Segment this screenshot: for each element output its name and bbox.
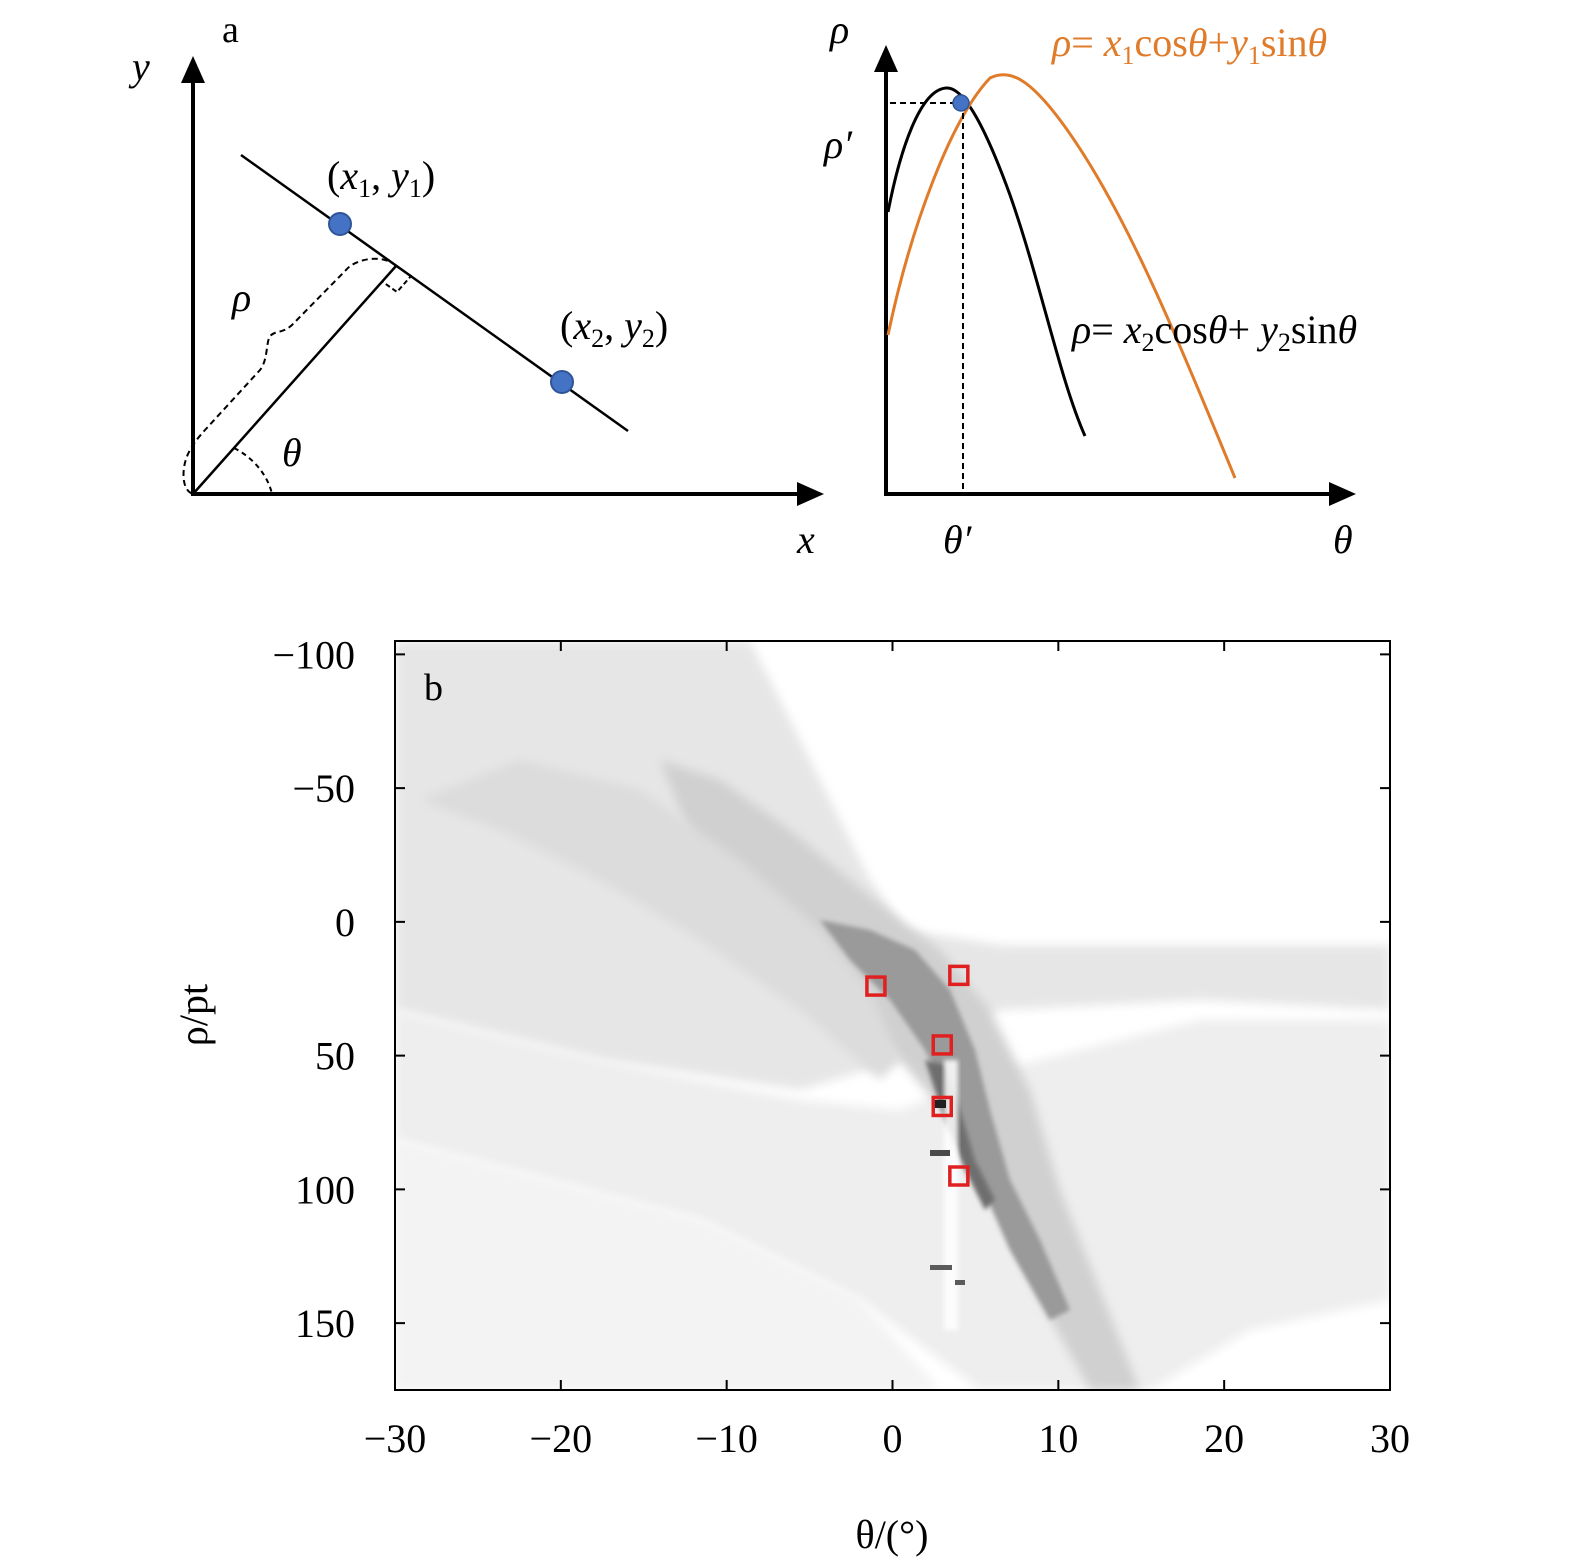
y-tick-label: 0 [335, 900, 355, 945]
y-tick-label: −100 [272, 632, 355, 677]
heatmap-intensity [395, 641, 1390, 1390]
x-axis-arrow-icon [797, 482, 824, 506]
heatmap-peak-spot [955, 1280, 965, 1285]
heatmap-gap [944, 1060, 958, 1330]
heatmap-peak-spot [932, 1100, 946, 1108]
peak-marker [931, 1034, 953, 1056]
x-tick-label: −10 [695, 1416, 758, 1461]
y-tick-label: 100 [295, 1167, 355, 1212]
intersection-marker [952, 94, 970, 112]
heatmap-peak-spot [930, 1265, 952, 1270]
point-1-marker [328, 212, 352, 236]
rho-prime-label: ρ′ [822, 122, 853, 167]
point-1-label: (x1, y1) [327, 153, 435, 203]
theta-axis-label: θ [1333, 517, 1353, 562]
peak-marker [948, 964, 970, 987]
point-2-label: (x2, y2) [560, 303, 668, 353]
x-tick-label: −20 [530, 1416, 593, 1461]
theta-label: θ [282, 430, 302, 475]
panel-a-label: a [222, 9, 239, 51]
heatmap-faint-band [395, 1140, 940, 1390]
curve-2 [886, 86, 1087, 437]
panel-b-label: b [424, 667, 443, 709]
x-tick-label: 30 [1370, 1416, 1410, 1461]
theta-prime-label: θ′ [943, 517, 973, 562]
x-tick-label: 10 [1038, 1416, 1078, 1461]
peak-marker [931, 1095, 953, 1118]
peak-marker [865, 975, 887, 997]
panel-a-xy-diagram: a y x ρ θ (x1, y1) (x2, y2) [128, 9, 824, 562]
y-axis-arrow-icon [181, 56, 205, 83]
curve-2-equation: ρ= x2cosθ+ y2sinθ [1070, 307, 1357, 357]
curve-1-equation: ρ= x1cosθ+y1sinθ [1050, 20, 1327, 70]
x-axis-title: θ/(°) [856, 1512, 929, 1557]
normal-line [192, 265, 397, 495]
x-tick-label: 0 [883, 1416, 903, 1461]
point-1-x: x [339, 153, 358, 198]
rho-brace [182, 257, 397, 495]
heatmap-soft-ridge [420, 760, 900, 1080]
y-tick-label: 50 [315, 1034, 355, 1079]
theta-arc [233, 447, 273, 495]
y-axis-label: y [128, 44, 150, 89]
heatmap-light-band-upper [395, 641, 1390, 1090]
x-tick-label: −30 [364, 1416, 427, 1461]
y-tick-label: 150 [295, 1301, 355, 1346]
right-angle-marker [382, 265, 413, 294]
rho-axis-label: ρ [828, 7, 849, 52]
curve-1 [886, 73, 1237, 479]
heatmap-peak-spot [930, 1150, 950, 1156]
heatmap-dark-core [820, 920, 1070, 1320]
rho-axis-arrow-icon [874, 45, 898, 72]
panel-a-hough-diagram: ρ θ ρ′ θ′ ρ= x1cosθ+y1sinθ ρ= x2cosθ+ y2… [822, 7, 1357, 562]
rho-label: ρ [230, 275, 251, 320]
y-tick-label: −50 [292, 766, 355, 811]
theta-axis-arrow-icon [1329, 482, 1356, 506]
peak-markers [865, 964, 970, 1187]
heatmap-light-band-lower [395, 1010, 1390, 1390]
x-axis-label: x [796, 517, 815, 562]
point-2-marker [550, 370, 574, 394]
x-tick-label: 20 [1204, 1416, 1244, 1461]
y-axis-title: ρ/pt [171, 984, 216, 1046]
peak-marker [948, 1165, 970, 1187]
